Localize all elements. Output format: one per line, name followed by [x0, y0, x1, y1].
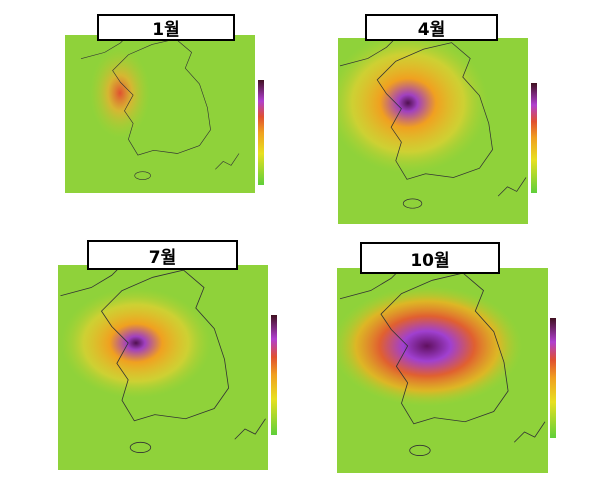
map-panel	[337, 268, 556, 473]
map-panel	[58, 265, 277, 470]
map-panel	[65, 35, 264, 193]
panel-label: 10월	[360, 242, 500, 274]
panel-label: 7월	[87, 240, 238, 270]
panel-label: 1월	[97, 14, 235, 41]
panel-label: 4월	[365, 14, 498, 41]
map-panel	[338, 38, 537, 224]
